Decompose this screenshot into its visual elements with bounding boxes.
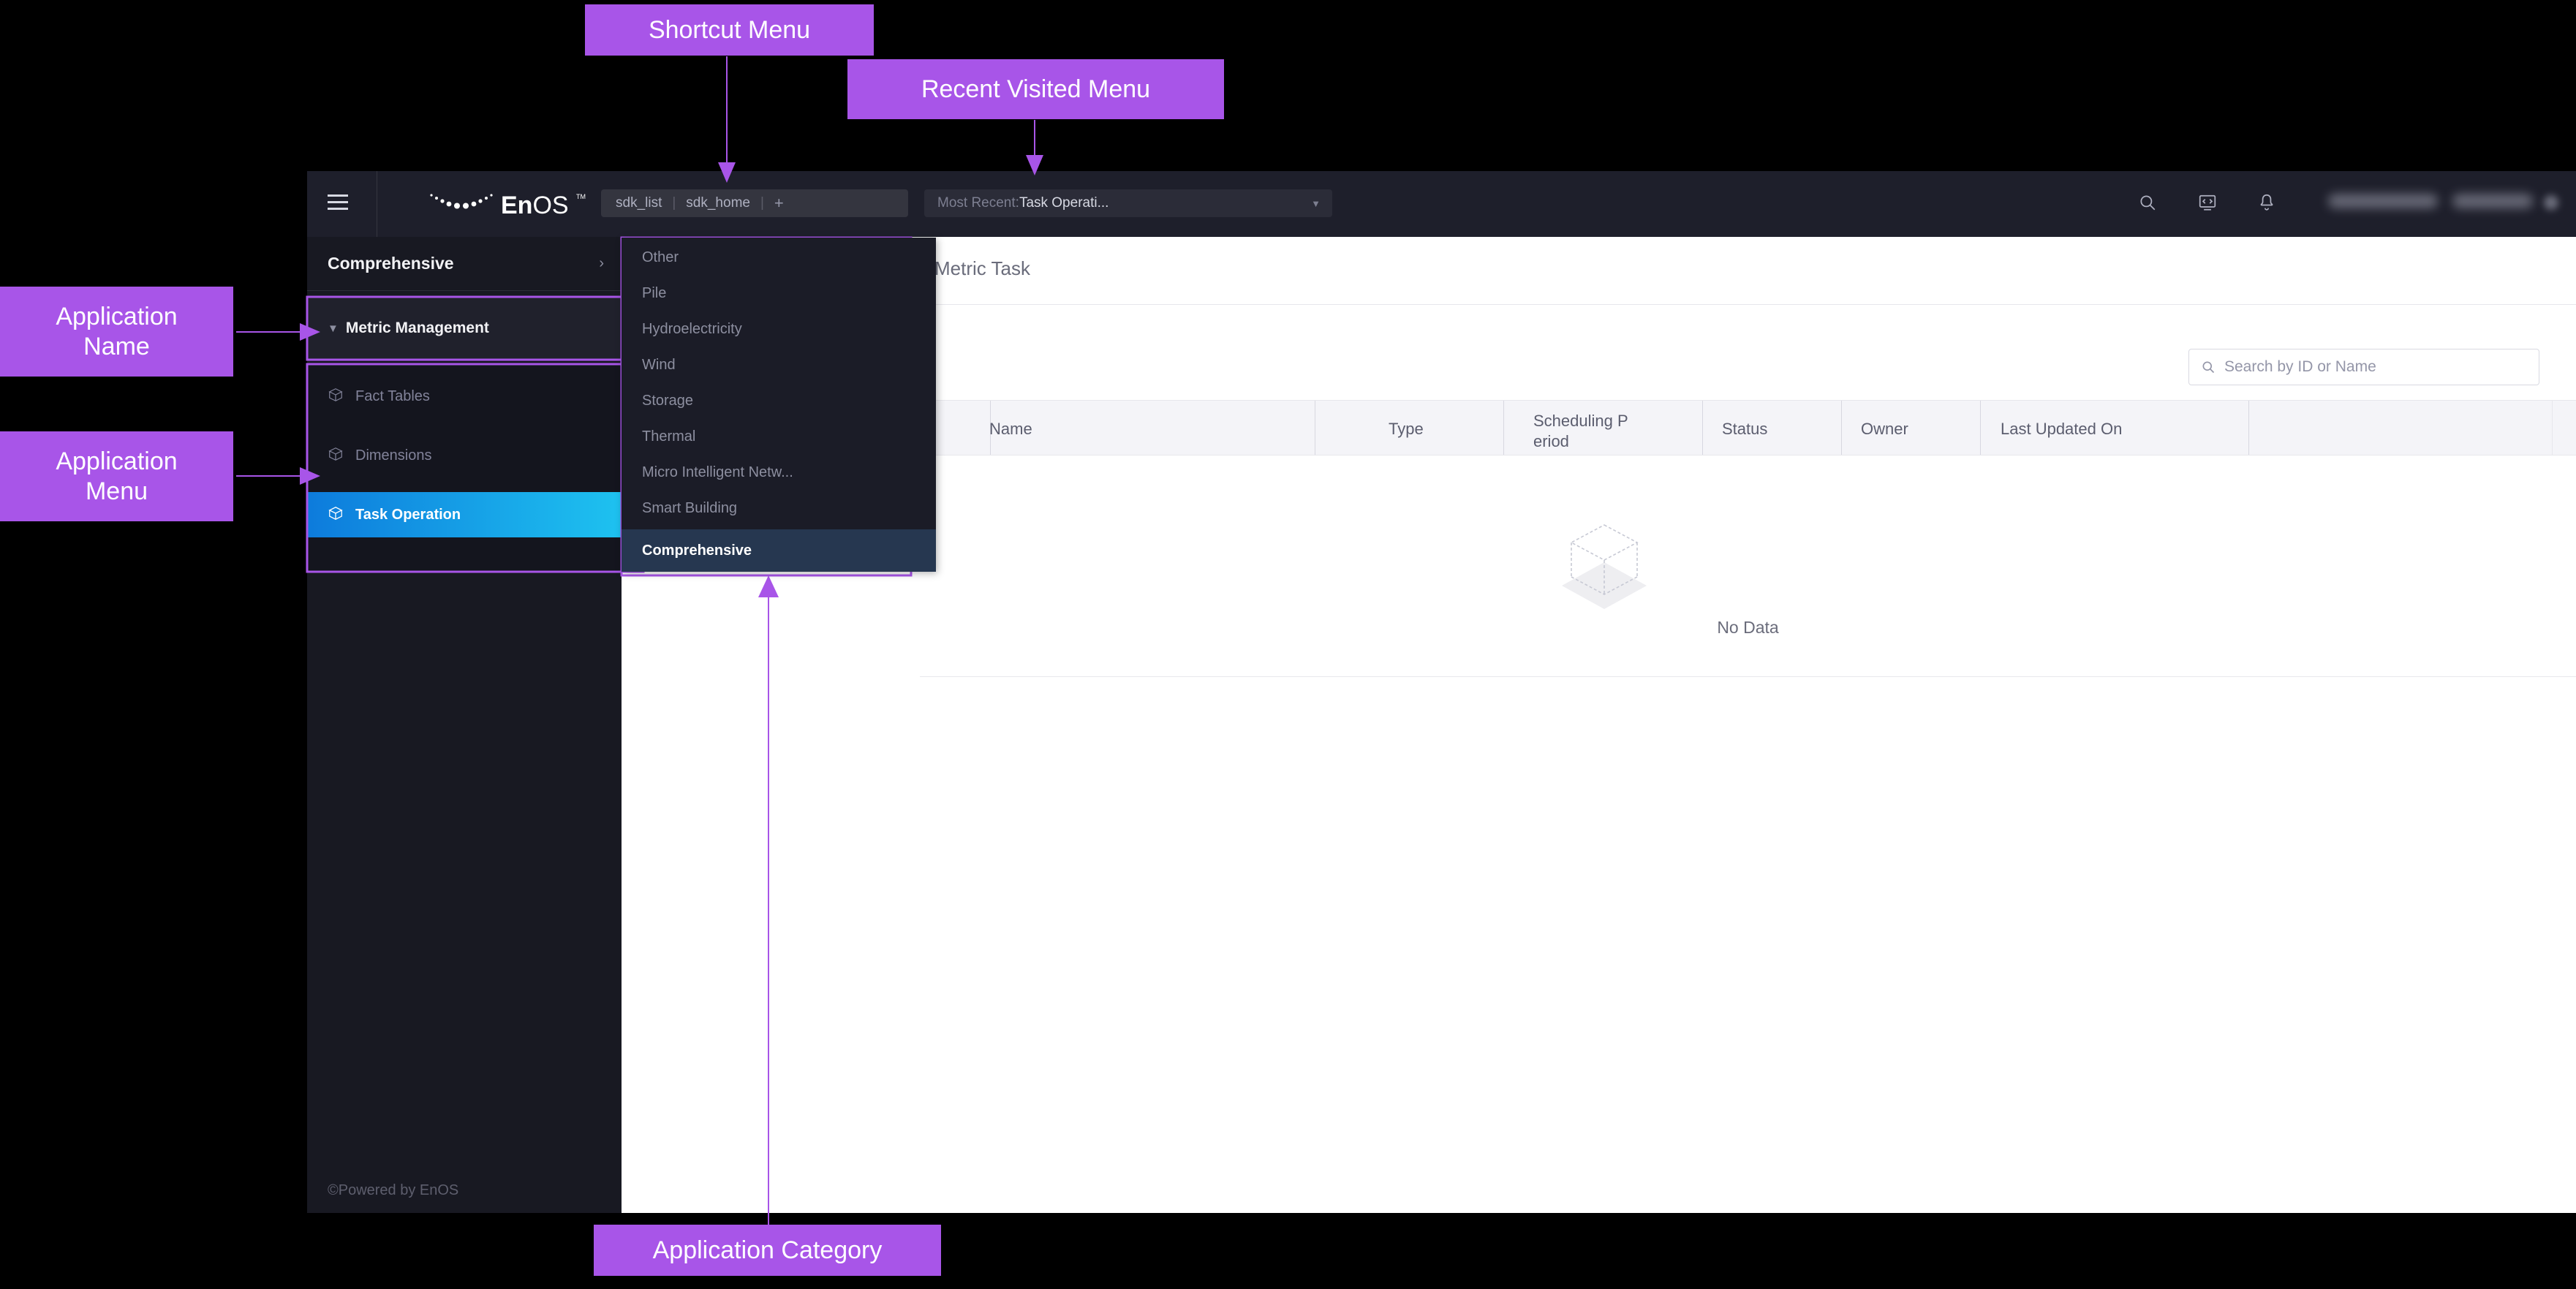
svg-text:TM: TM — [576, 193, 586, 200]
svg-text:EnOS: EnOS — [501, 192, 569, 216]
